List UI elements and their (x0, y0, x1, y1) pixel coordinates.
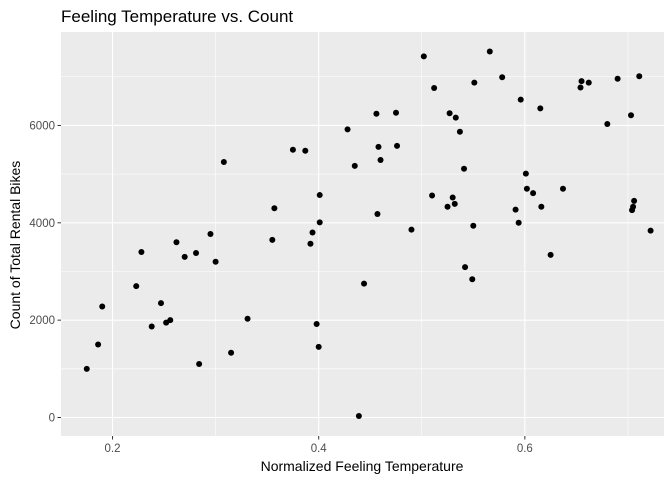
x-axis-ticks: 0.2 0.4 0.6 (105, 436, 533, 455)
data-point (393, 109, 399, 116)
data-point (361, 280, 368, 287)
data-point (196, 360, 203, 367)
data-point (452, 114, 459, 121)
data-point (316, 219, 323, 226)
data-point (647, 227, 654, 234)
data-point (220, 158, 227, 165)
data-point (394, 142, 401, 149)
data-point (628, 112, 635, 119)
y-axis-ticks: 0 2000 4000 6000 (29, 120, 61, 425)
y-tick-label: 6000 (29, 120, 55, 132)
data-point (636, 73, 643, 80)
data-point (577, 84, 584, 91)
data-point (316, 192, 323, 199)
data-point (471, 79, 478, 86)
minor-gridlines (61, 32, 664, 436)
data-point (559, 185, 566, 192)
data-point (307, 240, 314, 247)
data-point (523, 185, 530, 192)
x-tick-label: 0.4 (311, 443, 328, 455)
data-point (271, 205, 278, 212)
data-point (167, 317, 174, 324)
data-point (515, 219, 522, 226)
data-point (148, 323, 155, 330)
data-point (517, 96, 524, 103)
data-point (181, 253, 188, 260)
data-point (522, 170, 529, 177)
data-point (133, 283, 140, 290)
data-point (244, 315, 251, 322)
x-tick-label: 0.2 (105, 443, 121, 455)
data-point (377, 157, 384, 164)
data-point (315, 343, 322, 350)
data-point (578, 78, 585, 85)
data-point (631, 197, 638, 204)
data-point (344, 126, 351, 133)
data-point (373, 110, 380, 117)
data-point (630, 203, 637, 210)
data-point (193, 249, 200, 256)
data-point (269, 236, 276, 243)
data-point (374, 211, 381, 218)
y-tick-label: 4000 (29, 218, 55, 230)
data-point (309, 229, 316, 236)
y-axis-title: Count of Total Rental Bikes (7, 161, 23, 330)
data-point (228, 349, 235, 356)
y-tick-label: 0 (49, 413, 55, 425)
data-point (585, 79, 592, 86)
data-point (355, 413, 362, 420)
data-points (83, 48, 654, 420)
x-tick-label: 0.6 (517, 443, 533, 455)
data-point (408, 226, 415, 233)
data-point (351, 162, 358, 169)
data-point (486, 48, 493, 55)
chart-title: Feeling Temperature vs. Count (61, 7, 293, 26)
data-point (499, 74, 506, 81)
data-point (212, 258, 219, 265)
plot-panel (61, 32, 664, 436)
data-point (547, 251, 554, 258)
data-point (429, 192, 436, 199)
data-point (420, 53, 427, 60)
data-point (469, 276, 476, 283)
data-point (446, 110, 453, 117)
data-point (83, 365, 90, 372)
data-point (537, 105, 544, 112)
data-point (538, 203, 545, 210)
data-point (313, 321, 320, 328)
data-point (157, 300, 164, 307)
data-point (138, 249, 145, 256)
data-point (530, 190, 537, 197)
y-tick-label: 2000 (29, 315, 55, 327)
data-point (470, 222, 477, 229)
data-point (512, 206, 519, 213)
major-gridlines (61, 32, 664, 436)
data-point (302, 147, 309, 154)
data-point (604, 120, 611, 127)
data-point (173, 239, 180, 246)
data-point (444, 203, 451, 210)
data-point (289, 146, 296, 153)
data-point (99, 303, 106, 310)
data-point (95, 341, 102, 348)
data-point (451, 200, 458, 207)
data-point (207, 231, 214, 237)
x-axis-title: Normalized Feeling Temperature (261, 458, 464, 474)
data-point (456, 128, 463, 135)
data-point (461, 165, 468, 172)
data-point (449, 194, 456, 201)
data-point (462, 264, 469, 271)
data-point (614, 75, 621, 82)
data-point (375, 143, 382, 150)
data-point (431, 84, 438, 91)
